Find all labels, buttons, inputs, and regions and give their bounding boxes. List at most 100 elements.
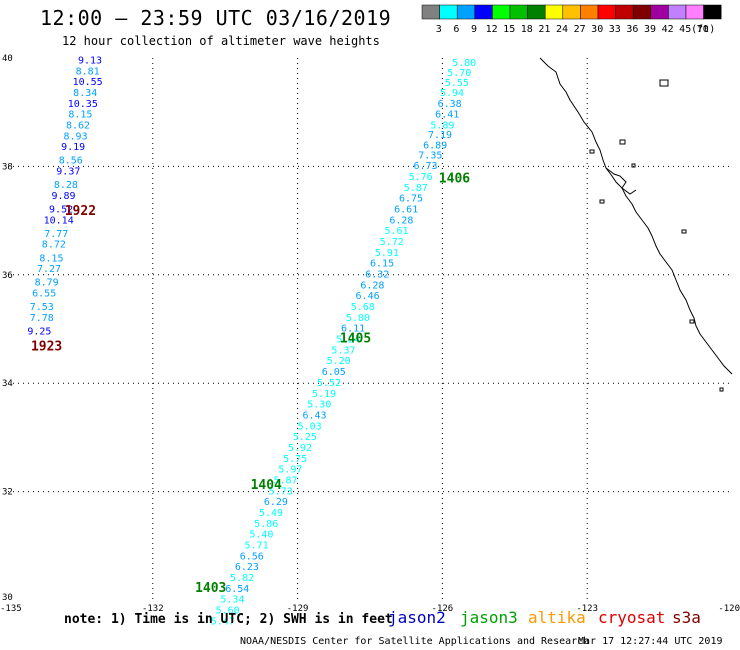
legend-label: 45 bbox=[679, 24, 691, 35]
wave-height-value: 6.15 bbox=[370, 259, 394, 270]
wave-height-value: 6.54 bbox=[225, 584, 249, 595]
satellite-name: altika bbox=[528, 608, 586, 627]
wave-height-value: 7.78 bbox=[30, 313, 54, 324]
wave-height-value: 5.87 bbox=[273, 475, 297, 486]
land-feature bbox=[681, 229, 687, 234]
wave-height-value: 6.89 bbox=[423, 141, 447, 152]
legend-swatch bbox=[703, 4, 722, 20]
wave-height-value: 5.40 bbox=[249, 530, 273, 541]
legend-label: 15 bbox=[503, 24, 515, 35]
legend-label: 18 bbox=[521, 24, 533, 35]
lon-tick-label: -129 bbox=[287, 604, 309, 614]
page-subtitle: 12 hour collection of altimeter wave hei… bbox=[62, 34, 380, 48]
wave-height-value: 5.76 bbox=[409, 172, 433, 183]
wave-height-value: 5.19 bbox=[312, 389, 336, 400]
satellite-name: jason3 bbox=[460, 608, 518, 627]
wave-height-value: 7.19 bbox=[428, 130, 452, 141]
legend-label: 12 bbox=[486, 24, 498, 35]
wave-height-value: 6.28 bbox=[389, 215, 413, 226]
wave-height-value: 9.37 bbox=[56, 167, 80, 178]
wave-height-value: 6.11 bbox=[341, 324, 365, 335]
wave-height-value: 6.73 bbox=[413, 161, 437, 172]
wave-height-value: 5.55 bbox=[445, 78, 469, 89]
land-feature bbox=[719, 387, 724, 392]
wave-height-value: 7.27 bbox=[37, 264, 61, 275]
page-title: 12:00 — 23:59 UTC 03/16/2019 bbox=[40, 6, 392, 30]
wave-height-value: 5.61 bbox=[384, 226, 408, 237]
wave-height-value: 9.89 bbox=[51, 191, 75, 202]
wave-height-value: 5.30 bbox=[307, 400, 331, 411]
wave-height-value: 5.87 bbox=[404, 183, 428, 194]
legend-label: 36 bbox=[626, 24, 638, 35]
lat-tick-label: 32 bbox=[2, 488, 13, 498]
wave-height-value: 8.15 bbox=[39, 253, 63, 264]
wave-height-value: 8.34 bbox=[73, 88, 97, 99]
wave-height-value: 5.75 bbox=[283, 454, 307, 465]
wave-height-value: 5.92 bbox=[288, 443, 312, 454]
coastline bbox=[539, 57, 733, 375]
lat-tick-label: 40 bbox=[2, 54, 13, 64]
lat-tick-label: 30 bbox=[2, 593, 13, 603]
legend-label: 9 bbox=[471, 24, 477, 35]
wave-height-value: 9.25 bbox=[27, 326, 51, 337]
wave-height-value: 6.46 bbox=[356, 291, 380, 302]
wave-height-value: 6.56 bbox=[240, 551, 264, 562]
legend-label: 3 bbox=[436, 24, 442, 35]
land-feature bbox=[599, 199, 605, 204]
wave-height-value: 5.70 bbox=[447, 68, 471, 79]
lon-tick-label: -135 bbox=[0, 604, 22, 614]
wave-height-value: 5.34 bbox=[220, 595, 244, 606]
wave-height-value: 5.52 bbox=[317, 378, 341, 389]
wave-height-value: 5.80 bbox=[452, 58, 476, 69]
credit-line: NOAA/NESDIS Center for Satellite Applica… bbox=[240, 636, 590, 647]
wave-height-value: 10.35 bbox=[68, 99, 98, 110]
land-feature bbox=[589, 149, 595, 154]
wave-height-value: 5.37 bbox=[331, 345, 355, 356]
pass-time-label: 1403 bbox=[195, 581, 226, 596]
wave-height-value: 9.52 bbox=[49, 204, 73, 215]
wave-height-value: 5.49 bbox=[259, 508, 283, 519]
wave-height-value: 7.77 bbox=[44, 229, 68, 240]
wave-height-value: 10.14 bbox=[44, 215, 74, 226]
wave-height-value: 5.60 bbox=[216, 606, 240, 617]
pass-time-label: 1406 bbox=[439, 172, 470, 187]
pass-time-label: 1923 bbox=[31, 340, 62, 355]
wave-height-value: 5.91 bbox=[375, 248, 399, 259]
legend-label: 42 bbox=[662, 24, 674, 35]
lon-tick-label: -123 bbox=[576, 604, 598, 614]
lat-tick-label: 38 bbox=[2, 162, 13, 172]
legend-unit: (ft) bbox=[691, 24, 715, 35]
wave-height-value: 6.75 bbox=[399, 194, 423, 205]
wave-height-value: 5.80 bbox=[346, 313, 370, 324]
legend-label: 27 bbox=[574, 24, 586, 35]
lat-tick-label: 36 bbox=[2, 271, 13, 281]
land-feature bbox=[689, 319, 695, 324]
wave-height-value: 10.55 bbox=[73, 77, 103, 88]
legend-label: 33 bbox=[609, 24, 621, 35]
wave-height-value: 5.24 bbox=[336, 335, 360, 346]
wave-height-value: 8.81 bbox=[76, 66, 100, 77]
wave-height-value: 6.32 bbox=[365, 270, 389, 281]
pass-time-label: 1404 bbox=[251, 478, 282, 493]
wave-height-value: 8.28 bbox=[54, 180, 78, 191]
legend-label: 24 bbox=[556, 24, 568, 35]
lon-tick-label: -120 bbox=[718, 604, 740, 614]
land-feature bbox=[619, 139, 626, 145]
wave-height-value: 5.72 bbox=[380, 237, 404, 248]
satellite-name: jason2 bbox=[388, 608, 446, 627]
wave-height-value: 5.89 bbox=[430, 120, 454, 131]
wave-height-value: 5.73 bbox=[269, 486, 293, 497]
wave-height-value: 6.29 bbox=[264, 497, 288, 508]
land-feature bbox=[659, 79, 669, 87]
footer-note: note: 1) Time is in UTC; 2) SWH is in fe… bbox=[64, 612, 393, 627]
legend-label: 30 bbox=[591, 24, 603, 35]
wave-height-value: 5.47 bbox=[211, 616, 235, 627]
legend-label: 70 bbox=[697, 24, 709, 35]
wave-height-value: 6.43 bbox=[302, 410, 326, 421]
wave-height-value: 5.68 bbox=[351, 302, 375, 313]
lon-tick-label: -132 bbox=[142, 604, 164, 614]
wave-height-value: 9.13 bbox=[78, 55, 102, 66]
wave-height-value: 8.79 bbox=[35, 278, 59, 289]
wave-height-value: 9.19 bbox=[61, 142, 85, 153]
